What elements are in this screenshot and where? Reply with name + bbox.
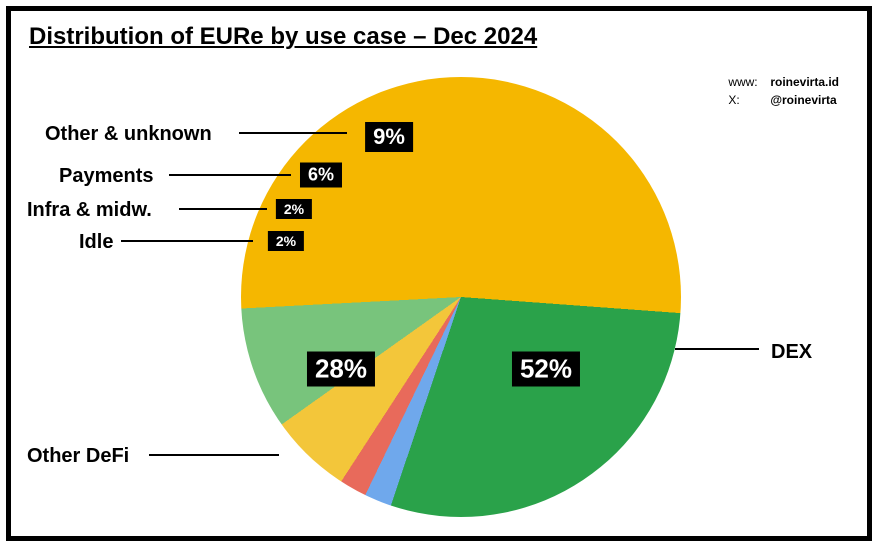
slice-pct: 52%	[512, 352, 580, 387]
chart-title: Distribution of EURe by use case – Dec 2…	[29, 23, 537, 51]
leader-line	[179, 208, 267, 210]
slice-label: DEX	[771, 341, 812, 364]
leader-line	[675, 348, 759, 350]
chart-frame: Distribution of EURe by use case – Dec 2…	[6, 6, 872, 541]
slice-label: Other DeFi	[27, 445, 129, 468]
leader-line	[121, 240, 253, 242]
slice-label: Idle	[79, 231, 113, 254]
slice-label: Other & unknown	[45, 123, 212, 146]
slice-label: Infra & midw.	[27, 199, 152, 222]
leader-line	[239, 132, 347, 134]
slice-pct: 2%	[276, 199, 312, 219]
leader-line	[149, 454, 279, 456]
slice-label: Payments	[59, 165, 154, 188]
slice-pct: 6%	[300, 163, 342, 188]
leader-line	[169, 174, 291, 176]
slice-pct: 28%	[307, 352, 375, 387]
chart-area: DEX 52% Other DeFi 28% Idle 2% Infra & midw. 2%…	[11, 59, 867, 528]
slice-pct: 9%	[365, 122, 413, 152]
pie-chart	[241, 77, 681, 517]
pie-holder	[241, 77, 681, 517]
slice-pct: 2%	[268, 231, 304, 251]
